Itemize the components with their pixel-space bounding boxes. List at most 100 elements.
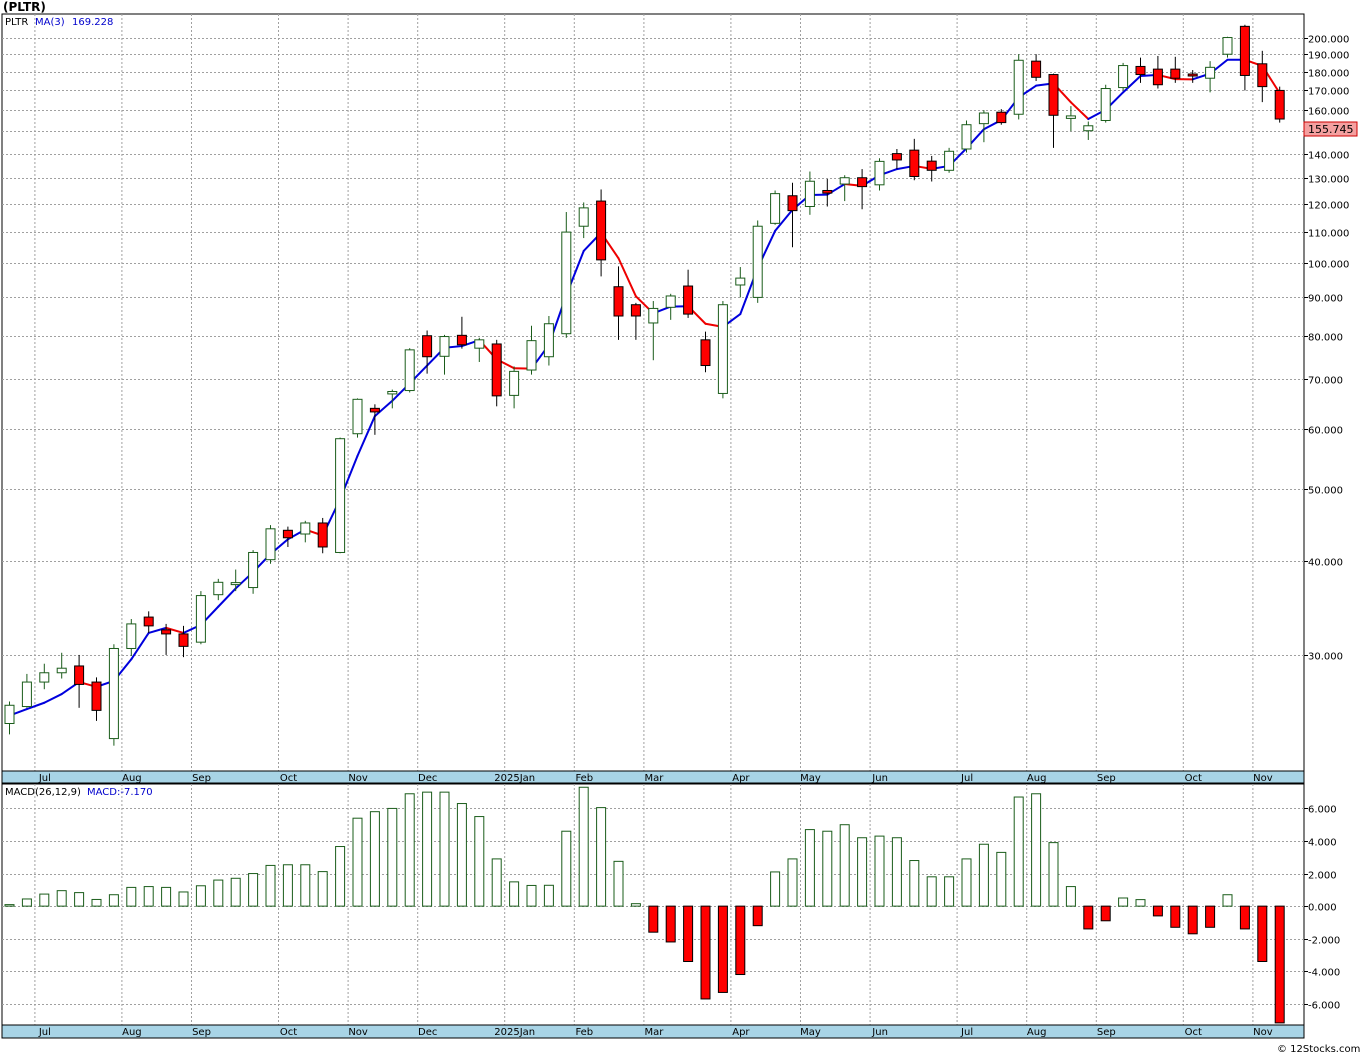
candle-body-up [4, 704, 15, 725]
candle-body-up [1118, 65, 1129, 89]
macd-bar-positive [230, 877, 241, 907]
candle-body-down [1170, 68, 1181, 79]
candle [1187, 70, 1198, 83]
candle [422, 330, 433, 374]
ma-segment [1069, 101, 1090, 121]
macd-bar-positive [143, 886, 154, 907]
candle-body-up [543, 323, 554, 358]
candle-body-down [1135, 65, 1146, 76]
candle-body-up [648, 307, 659, 324]
candle [561, 212, 572, 338]
price-x-tick-label: Oct [1185, 773, 1202, 784]
candle [1013, 54, 1024, 120]
price-y-tick-label: 190.000 [1308, 51, 1349, 62]
candle [56, 652, 67, 679]
price-y-tick-label: 140.000 [1308, 151, 1349, 162]
candle-body-up [961, 124, 972, 150]
macd-bar-negative [683, 905, 694, 962]
candle-body-up [1222, 37, 1233, 55]
macd-y-tick-label: 2.000 [1308, 871, 1337, 882]
candle [282, 526, 293, 547]
macd-bar-positive [474, 816, 485, 907]
candle-body-down [178, 633, 189, 647]
macd-bar-positive [300, 864, 311, 907]
candle-body-up [248, 551, 259, 589]
price-x-tick-label: Jun [871, 773, 888, 784]
candle-body-down [996, 111, 1007, 124]
macd-bar-positive [578, 786, 589, 907]
candle-body-down [369, 407, 380, 413]
price-y-tick-label: 50.000 [1308, 486, 1343, 497]
ma-segment [617, 257, 637, 298]
candle [1118, 62, 1129, 91]
candle-body-down [143, 616, 154, 627]
macd-bar-positive [891, 837, 902, 907]
price-y-tick-label: 40.000 [1308, 558, 1343, 569]
macd-y-tick-label: -2.000 [1308, 936, 1340, 947]
candle [1222, 36, 1233, 58]
macd-bar-positive [352, 817, 363, 907]
price-x-axis-band [1, 770, 1305, 784]
macd-bar-negative [648, 905, 659, 933]
candle [352, 398, 363, 438]
macd-bar-positive [422, 791, 433, 907]
candle-body-down [787, 195, 798, 212]
ma-segment [25, 701, 46, 711]
candle [1100, 84, 1111, 123]
candle-body-up [509, 370, 520, 396]
candle-body-down [891, 153, 902, 161]
candle-body-up [39, 672, 50, 683]
candle [700, 331, 711, 373]
macd-bar-negative [1170, 905, 1181, 928]
candle [178, 625, 189, 658]
candlestick-series [4, 24, 1285, 746]
macd-bar-positive [387, 807, 398, 907]
price-x-tick-label: Jul [960, 773, 973, 784]
price-y-tick-label: 200.000 [1308, 35, 1349, 46]
macd-bar-positive [857, 837, 868, 907]
price-symbol-label: PLTR [5, 17, 28, 28]
candle-body-up [474, 339, 485, 349]
macd-bar-positive [39, 893, 50, 907]
candle-body-down [1048, 74, 1059, 116]
macd-x-axis-labels: Jul Aug Sep Oct Nov Dec 2025Jan Feb Mar Apr May Jun… [38, 1027, 1273, 1038]
price-x-tick-label: Oct [280, 773, 297, 784]
candle [230, 569, 241, 592]
candle [1135, 57, 1146, 83]
macd-y-tick-label: 0.000 [1308, 903, 1337, 914]
macd-y-tick-label: 6.000 [1308, 805, 1337, 816]
candle-body-up [404, 349, 415, 392]
candle-body-up [300, 522, 311, 535]
price-x-tick-label: Apr [732, 773, 750, 784]
candle [1083, 121, 1094, 140]
price-x-tick-label: Dec [418, 773, 437, 784]
ma-segment [43, 693, 63, 704]
price-y-tick-label: 170.000 [1308, 87, 1349, 98]
candle-body-up [752, 225, 763, 298]
candle [944, 147, 955, 173]
macd-x-tick-label: Nov [348, 1027, 368, 1038]
macd-bar-positive [91, 898, 102, 907]
candle-body-up [944, 150, 955, 171]
macd-bar-negative [700, 905, 711, 1000]
candle [648, 301, 659, 361]
macd-x-tick-label: Sep [192, 1027, 211, 1038]
candle-body-down [282, 529, 293, 539]
candle [978, 110, 989, 143]
macd-bar-negative [1187, 905, 1198, 935]
ma-segment [356, 415, 376, 457]
candle [683, 269, 694, 318]
candle [265, 525, 276, 564]
macd-bar-positive [369, 811, 380, 907]
candle-body-up [265, 528, 276, 561]
macd-bar-positive [509, 881, 520, 907]
candle-body-down [1187, 73, 1198, 77]
candle [387, 389, 398, 409]
candle [1170, 56, 1181, 83]
price-x-tick-label: Feb [575, 773, 593, 784]
candle-body-up [665, 295, 676, 308]
macd-bar-positive [4, 904, 15, 907]
macd-x-tick-label: Apr [732, 1027, 750, 1038]
candle-body-down [857, 177, 868, 188]
macd-x-tick-label: Oct [280, 1027, 297, 1038]
